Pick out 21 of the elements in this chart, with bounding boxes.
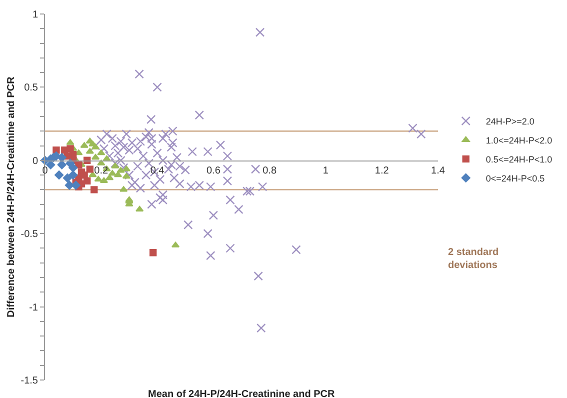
x-tick-label: 0.2 (94, 165, 109, 176)
x-tick-label: 0.8 (262, 165, 277, 176)
legend-label: 0<=24H-P<0.5 (486, 173, 545, 184)
text: 2 standard deviations (448, 247, 499, 271)
legend-label: 1.0<=24H-P<2.0 (486, 135, 552, 146)
x-tick-label: 0.4 (150, 165, 165, 176)
y-tick-label: -1.5 (20, 376, 38, 386)
legend-label: 0.5<=24H-P<1.0 (486, 154, 552, 164)
y-tick-label: 0 (32, 156, 38, 167)
y-tick-label: 0.5 (24, 82, 38, 94)
x-tick-label: 1 (322, 165, 329, 176)
x-tick-label: 0 (42, 165, 48, 176)
y-tick-label: 1 (32, 10, 38, 20)
x-axis-title: Mean of 24H-P/24H-Creatinine and PCR (148, 389, 336, 398)
legend-label: 24H-P>=2.0 (486, 116, 534, 126)
x-tick-label: 1.4 (431, 165, 446, 176)
x-tick-label: 0.6 (206, 165, 221, 176)
y-tick-label: -1 (29, 302, 38, 314)
x-tick-label: 1.2 (374, 165, 390, 176)
y-axis-title: Difference between 24H-P/24H-Creatinine and PCR (6, 76, 17, 318)
y-tick-label: -0.5 (20, 229, 38, 240)
